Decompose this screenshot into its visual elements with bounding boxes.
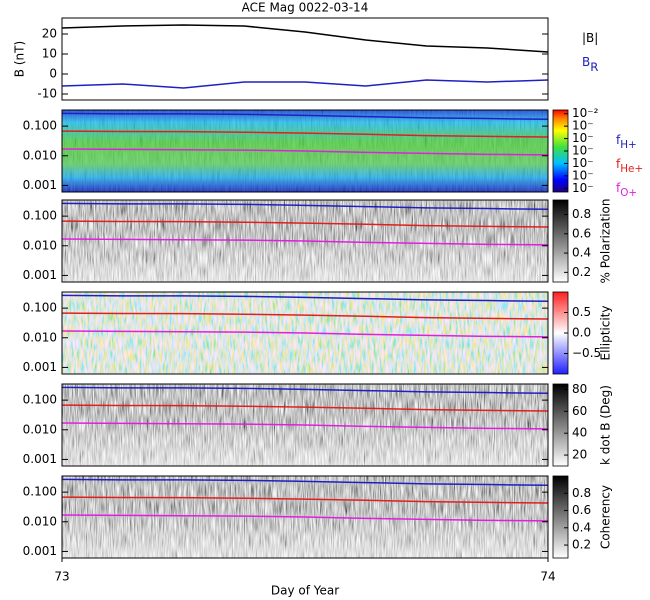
y-tick-label: 0.010 xyxy=(23,422,57,436)
colorbar-tick-label: 10⁻ xyxy=(572,131,594,145)
plot-frame xyxy=(61,109,549,193)
colorbar-tick-label: 10⁻ xyxy=(572,144,594,158)
y-tick-label: 0.010 xyxy=(23,330,57,344)
legend-subscript: R xyxy=(590,60,598,74)
data-line xyxy=(61,514,549,522)
x-tick-label: 73 xyxy=(54,570,69,584)
colorbar-tick-label: 20 xyxy=(572,448,587,462)
data-line xyxy=(61,79,549,89)
legend-label: fHe+ xyxy=(616,157,643,176)
data-line xyxy=(61,496,549,504)
plot-frame xyxy=(61,475,549,559)
colorbar-label: Ellipticity xyxy=(599,306,613,361)
plot-frame xyxy=(61,291,549,375)
plot-frame xyxy=(61,17,549,101)
colorbar xyxy=(552,199,569,283)
data-line xyxy=(61,294,549,303)
y-tick-label: 0.010 xyxy=(23,238,57,252)
y-tick-label: 0.100 xyxy=(23,393,57,407)
data-line xyxy=(61,112,549,121)
legend-label: BR xyxy=(582,55,598,74)
colorbar-tick-label: 10⁻ xyxy=(572,168,594,182)
y-tick-label: 10 xyxy=(42,47,57,61)
y-tick-label: 0.100 xyxy=(23,119,57,133)
chart-title: ACE Mag 0022-03-14 xyxy=(242,1,369,15)
data-line xyxy=(61,24,549,53)
colorbar-tick-label: 60 xyxy=(572,404,587,418)
y-tick-label: 20 xyxy=(42,27,57,41)
colorbar-tick-label: −0.5 xyxy=(572,346,601,360)
data-line xyxy=(61,478,549,487)
y-tick-label: 0.100 xyxy=(23,301,57,315)
legend-text: |B| xyxy=(582,31,598,45)
y-tick-label: 0.010 xyxy=(23,514,57,528)
colorbar-tick-label: 0.8 xyxy=(572,486,591,500)
x-axis-label: Day of Year xyxy=(271,584,339,598)
y-tick-label: 0.100 xyxy=(23,209,57,223)
data-line xyxy=(61,422,549,430)
legend-text: f xyxy=(616,157,621,171)
y-axis-label: B (nT) xyxy=(13,41,27,77)
data-line xyxy=(61,202,549,211)
data-line xyxy=(61,220,549,228)
colorbar-tick-label: 0.2 xyxy=(572,265,591,279)
colorbar-tick-label: 0.4 xyxy=(572,246,591,260)
y-tick-label: -10 xyxy=(37,87,57,101)
plot-frame xyxy=(61,199,549,283)
colorbar-label: k dot B (Deg) xyxy=(599,385,613,465)
colorbar-tick-label: 40 xyxy=(572,426,587,440)
y-tick-label: 0.001 xyxy=(23,360,57,374)
colorbar-tick-label: 0.8 xyxy=(572,207,591,221)
y-tick-label: 0.001 xyxy=(23,544,57,558)
colorbar xyxy=(552,383,569,467)
data-line xyxy=(61,130,549,138)
y-tick-label: 0.100 xyxy=(23,485,57,499)
colorbar xyxy=(552,475,569,559)
colorbar-tick-label: 10⁻² xyxy=(572,106,599,120)
y-tick-label: 0.010 xyxy=(23,148,57,162)
legend-subscript: O+ xyxy=(620,187,637,199)
colorbar-tick-label: 0.0 xyxy=(572,326,591,340)
legend-text: f xyxy=(616,181,621,195)
x-tick-label: 74 xyxy=(540,570,555,584)
colorbar-tick-label: 80 xyxy=(572,382,587,396)
legend-label: fO+ xyxy=(616,181,637,200)
colorbar-label: Coherency xyxy=(599,485,613,549)
colorbar-tick-label: 0.6 xyxy=(572,503,591,517)
y-tick-label: 0.001 xyxy=(23,452,57,466)
legend-text: B xyxy=(582,55,590,69)
colorbar-tick-label: 0.5 xyxy=(572,305,591,319)
colorbar-tick-label: 10⁻ xyxy=(572,181,594,195)
data-line xyxy=(61,386,549,395)
data-line xyxy=(61,404,549,412)
legend-subscript: H+ xyxy=(620,139,637,151)
legend-label: fH+ xyxy=(616,133,637,152)
data-line xyxy=(61,330,549,338)
y-tick-label: 0.001 xyxy=(23,268,57,282)
legend-subscript: He+ xyxy=(620,163,643,175)
legend-text: f xyxy=(616,133,621,147)
y-tick-label: 0.001 xyxy=(23,178,57,192)
colorbar-tick-label: 0.4 xyxy=(572,520,591,534)
data-line xyxy=(61,238,549,246)
y-tick-label: 0 xyxy=(49,67,57,81)
colorbar-tick-label: 0.2 xyxy=(572,538,591,552)
data-line xyxy=(61,148,549,156)
data-line xyxy=(61,312,549,320)
colorbar-tick-label: 10⁻ xyxy=(572,119,594,133)
colorbar-label: % Polarization xyxy=(599,199,613,284)
legend-label: |B| xyxy=(582,31,598,45)
colorbar-tick-label: 10⁻ xyxy=(572,156,594,170)
colorbar-tick-label: 0.6 xyxy=(572,226,591,240)
plot-frame xyxy=(61,383,549,467)
